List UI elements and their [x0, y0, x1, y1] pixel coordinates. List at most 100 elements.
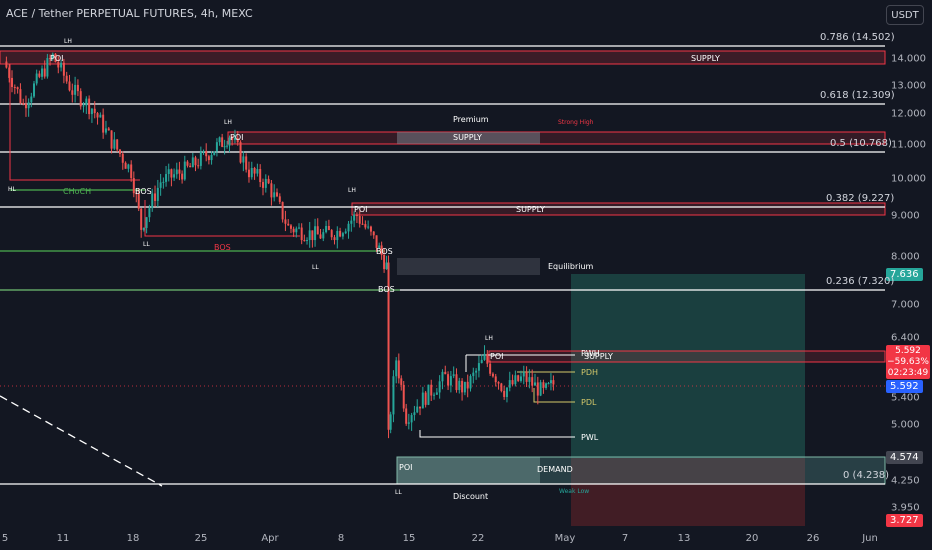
candle-body	[22, 103, 25, 105]
premium-label: Premium	[453, 115, 489, 124]
candle-body	[74, 84, 77, 95]
supply-zone-mid[interactable]	[227, 131, 886, 145]
candle-body	[228, 137, 231, 146]
candle-body	[303, 240, 306, 242]
demand-label: DEMAND	[537, 465, 573, 474]
candle-body	[413, 412, 416, 416]
candle-body	[517, 375, 520, 381]
candle-body	[191, 157, 194, 168]
candle-body	[175, 169, 178, 175]
candle-body	[62, 62, 65, 76]
candle-body	[314, 226, 317, 241]
bos-label: BOS	[214, 243, 231, 252]
candle-body	[261, 182, 264, 188]
candle-body	[210, 155, 213, 161]
candle-body	[385, 262, 388, 270]
ll-label: LL	[143, 241, 150, 248]
x-tick: 8	[337, 533, 345, 544]
candle-body	[405, 408, 408, 424]
candle-body	[458, 380, 461, 391]
candle-body	[82, 105, 85, 107]
candle-body	[5, 61, 8, 68]
candle-body	[336, 230, 339, 241]
candle-body	[475, 370, 478, 373]
current-price-badge: 5.592	[886, 380, 923, 393]
currency-button[interactable]: USDT	[886, 5, 924, 25]
candle-body	[353, 214, 356, 221]
candle-body	[199, 151, 202, 166]
candle-body	[270, 183, 273, 198]
supply-zone-low[interactable]	[351, 202, 886, 216]
fib-label-0786: 0.786 (14.502)	[820, 32, 895, 43]
candle-body	[367, 226, 370, 228]
poi-label: POI	[490, 352, 504, 361]
candle-body	[223, 146, 226, 148]
last-price-badge: 5.592 −59.63% 02:23:49	[886, 345, 930, 379]
candle-body	[350, 220, 353, 224]
candle-body	[547, 383, 550, 385]
y-tick: 6.400	[891, 332, 920, 344]
candle-body	[407, 422, 410, 424]
candle-body	[253, 167, 256, 174]
choch-label: CHoCH	[63, 187, 92, 196]
supply-zone-right[interactable]	[488, 350, 886, 363]
candle-body	[278, 196, 281, 202]
candle-body	[395, 360, 398, 377]
candle-body	[402, 384, 405, 409]
pdl-label: PDL	[581, 398, 597, 407]
candle-body	[514, 375, 517, 385]
candle-body	[433, 394, 436, 396]
candle-body	[233, 138, 236, 140]
equilibrium-zone[interactable]	[397, 258, 540, 275]
candle-body	[522, 372, 525, 377]
demand-zone[interactable]	[396, 456, 886, 485]
fib-label-05: 0.5 (10.768)	[830, 138, 892, 149]
candle-body	[511, 380, 514, 385]
ll-label: LL	[395, 489, 402, 496]
tp-price-badge: 7.636	[886, 268, 923, 281]
candle-body	[250, 167, 253, 178]
y-tick: 8.000	[891, 251, 920, 263]
candle-body	[534, 382, 536, 386]
take-profit-zone[interactable]	[571, 274, 805, 458]
candle-body	[500, 383, 503, 391]
supply-zone-mid-highlight	[397, 132, 540, 144]
candle-body	[90, 108, 93, 115]
candle-body	[419, 406, 422, 409]
candle-body	[154, 193, 157, 201]
candle-body	[477, 363, 480, 371]
candle-body	[327, 225, 330, 231]
pdl-line[interactable]	[533, 388, 575, 403]
pwl-line[interactable]	[419, 430, 575, 438]
candle-body	[447, 374, 450, 386]
candle-body	[156, 187, 159, 201]
fib-label-0: 0 (4.238)	[843, 470, 889, 481]
candle-body	[130, 164, 133, 179]
candle-body	[221, 137, 224, 147]
candle-body	[13, 86, 16, 88]
candle-body	[19, 89, 22, 104]
candle-body	[11, 77, 14, 87]
x-tick: May	[554, 533, 576, 544]
candle-body	[300, 227, 303, 241]
candle-body	[364, 224, 367, 228]
candle-body	[358, 216, 361, 224]
candle-body	[127, 164, 130, 169]
candle-body	[322, 232, 325, 239]
lh-label: LH	[485, 335, 493, 342]
bos-label: BOS	[378, 285, 395, 294]
stop-loss-zone[interactable]	[571, 458, 805, 526]
candle-body	[226, 145, 229, 147]
candle-body	[449, 376, 452, 386]
trendline[interactable]	[0, 395, 163, 487]
lh-label: LH	[64, 38, 72, 45]
candle-body	[165, 174, 168, 182]
candle-body	[469, 376, 472, 389]
fib-label-0618: 0.618 (12.309)	[820, 90, 895, 101]
candle-body	[378, 245, 381, 248]
chart-title: ACE / Tether PERPETUAL FUTURES, 4h, MEXC	[6, 7, 253, 20]
bos-label: BOS	[135, 187, 152, 196]
candle-body	[236, 138, 239, 143]
supply-zone-top[interactable]	[0, 50, 886, 65]
